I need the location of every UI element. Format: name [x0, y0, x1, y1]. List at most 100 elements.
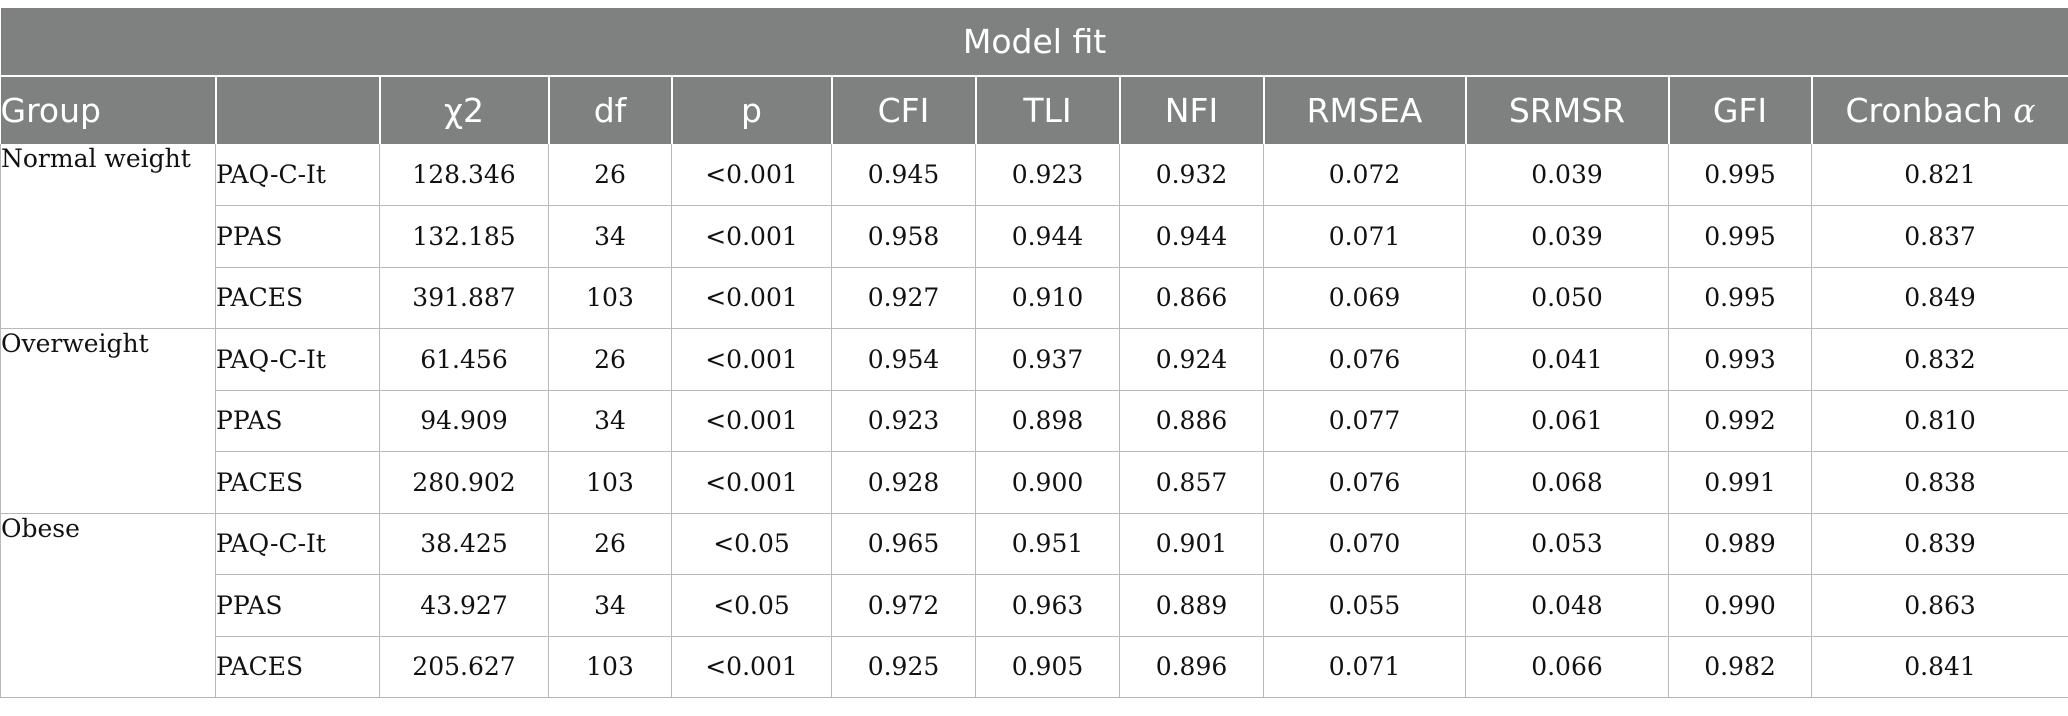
value-cell: 0.838: [1810, 451, 2068, 514]
column-header-p: p: [670, 76, 832, 144]
column-header-srmsr: SRMSR: [1464, 76, 1669, 144]
model-fit-table: Model fit Group χ2 df p CFI TLI NFI RMSE…: [0, 8, 2068, 698]
value-cell: 0.993: [1668, 328, 1812, 391]
value-cell: 0.841: [1810, 636, 2068, 698]
value-cell: <0.001: [671, 636, 832, 698]
value-cell: 0.910: [975, 267, 1120, 329]
table-row: Obese PAQ-C-It 38.425 26 <0.05 0.965 0.951 0.90…: [0, 513, 2068, 698]
value-cell: 26: [548, 144, 672, 206]
value-cell: 280.902: [379, 451, 549, 514]
value-cell: 0.972: [831, 574, 976, 637]
value-cell: 0.821: [1810, 144, 2068, 206]
value-cell: 0.069: [1263, 267, 1466, 329]
value-cell: 103: [548, 267, 672, 329]
measure-cell: PAQ-C-It: [215, 513, 380, 575]
value-cell: 0.958: [831, 205, 976, 268]
value-cell: 0.077: [1263, 390, 1466, 452]
column-header-tli: TLI: [974, 76, 1120, 144]
measure-cell: PACES: [215, 451, 380, 514]
value-cell: 0.924: [1119, 328, 1264, 391]
value-cell: 0.832: [1810, 328, 2068, 391]
value-cell: 0.071: [1263, 636, 1466, 698]
measure-cell: PAQ-C-It: [215, 144, 380, 206]
measure-cell: PPAS: [215, 390, 380, 452]
value-cell: <0.001: [671, 390, 832, 452]
value-cell: 0.866: [1119, 267, 1264, 329]
measure-cell: PAQ-C-It: [215, 328, 380, 391]
value-cell: 0.982: [1668, 636, 1812, 698]
value-cell: 0.923: [975, 144, 1120, 206]
value-cell: 0.839: [1810, 513, 2068, 575]
value-cell: 205.627: [379, 636, 549, 698]
value-cell: 391.887: [379, 267, 549, 329]
value-cell: <0.001: [671, 451, 832, 514]
value-cell: 0.928: [831, 451, 976, 514]
measure-cell: PPAS: [215, 574, 380, 637]
value-cell: 0.810: [1810, 390, 2068, 452]
value-cell: 0.048: [1465, 574, 1669, 637]
value-cell: 26: [548, 513, 672, 575]
measure-cell: PACES: [215, 636, 380, 698]
value-cell: 61.456: [379, 328, 549, 391]
value-cell: 0.905: [975, 636, 1120, 698]
table-title: Model fit: [0, 8, 2068, 77]
value-cell: 0.070: [1263, 513, 1466, 575]
title-row: Model fit: [0, 8, 2068, 77]
value-cell: 0.071: [1263, 205, 1466, 268]
value-cell: 0.937: [975, 328, 1120, 391]
group-name-cell: Overweight: [0, 328, 216, 514]
value-cell: 0.951: [975, 513, 1120, 575]
value-cell: 43.927: [379, 574, 549, 637]
column-header-cronbach: Cronbach α: [1810, 76, 2068, 144]
value-cell: 0.991: [1668, 451, 1812, 514]
value-cell: 0.863: [1810, 574, 2068, 637]
value-cell: 0.061: [1465, 390, 1669, 452]
value-cell: 128.346: [379, 144, 549, 206]
column-header-cfi: CFI: [830, 76, 976, 144]
value-cell: 34: [548, 574, 672, 637]
value-cell: 34: [548, 205, 672, 268]
value-cell: 38.425: [379, 513, 549, 575]
column-header-group: Group: [0, 76, 216, 144]
value-cell: 26: [548, 328, 672, 391]
table-row: PACES 205.627 103 <0.001 0.925 0.905 0.896 0.07…: [1, 636, 2068, 698]
value-cell: 0.055: [1263, 574, 1466, 637]
value-cell: <0.001: [671, 267, 832, 329]
column-header-measure: [214, 76, 380, 144]
value-cell: 0.944: [975, 205, 1120, 268]
value-cell: 34: [548, 390, 672, 452]
table-header: Model fit Group χ2 df p CFI TLI NFI RMSE…: [0, 8, 2068, 144]
value-cell: 0.076: [1263, 451, 1466, 514]
group-name-cell: Obese: [0, 513, 216, 698]
value-cell: 0.954: [831, 328, 976, 391]
column-header-nfi: NFI: [1118, 76, 1264, 144]
value-cell: 0.039: [1465, 144, 1669, 206]
table-row: PPAS 132.185 34 <0.001 0.958 0.944 0.944 0.071 0…: [1, 205, 2068, 268]
value-cell: 0.901: [1119, 513, 1264, 575]
table-row: Overweight PAQ-C-It 61.456 26 <0.001 0.954 0.9…: [0, 328, 2068, 514]
cronbach-label: Cronbach: [1845, 91, 2003, 130]
value-cell: 0.898: [975, 390, 1120, 452]
value-cell: 0.995: [1668, 267, 1812, 329]
value-cell: 0.076: [1263, 328, 1466, 391]
table-row: PPAS 43.927 34 <0.05 0.972 0.963 0.889 0.055 0.0…: [1, 574, 2068, 637]
value-cell: 0.889: [1119, 574, 1264, 637]
value-cell: 0.995: [1668, 144, 1812, 206]
value-cell: <0.001: [671, 144, 832, 206]
value-cell: 0.923: [831, 390, 976, 452]
value-cell: <0.05: [671, 513, 832, 575]
group-name-cell: Normal weight: [0, 144, 216, 329]
column-header-chi2: χ2: [378, 76, 549, 144]
value-cell: 0.896: [1119, 636, 1264, 698]
measure-cell: PPAS: [215, 205, 380, 268]
value-cell: 0.041: [1465, 328, 1669, 391]
value-cell: 0.837: [1810, 205, 2068, 268]
value-cell: 0.965: [831, 513, 976, 575]
value-cell: 0.989: [1668, 513, 1812, 575]
value-cell: 132.185: [379, 205, 549, 268]
value-cell: <0.05: [671, 574, 832, 637]
value-cell: 0.050: [1465, 267, 1669, 329]
value-cell: 0.072: [1263, 144, 1466, 206]
column-header-row: Group χ2 df p CFI TLI NFI RMSEA SRMSR GF…: [0, 76, 2068, 144]
value-cell: 0.927: [831, 267, 976, 329]
